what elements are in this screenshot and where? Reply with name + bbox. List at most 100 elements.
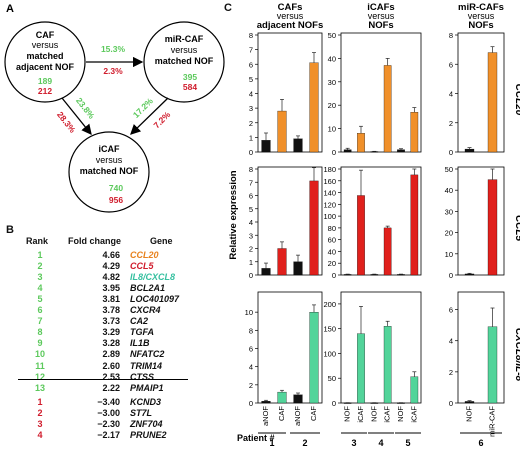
fold-change-cell: 2.60 — [102, 360, 120, 371]
col-header-title: CAFs — [278, 2, 303, 13]
icaf-circle — [68, 131, 150, 213]
mircaf-title: miR-CAF — [165, 34, 204, 44]
fold-change-cell: 3.81 — [102, 294, 120, 305]
panel-label-a: A — [6, 3, 14, 15]
rank-cell: 9 — [37, 338, 43, 349]
bar — [487, 179, 498, 276]
y-tick-label: 4 — [249, 90, 253, 99]
bar — [357, 133, 365, 153]
y-tick-label: 6 — [249, 345, 253, 354]
table-row: 3 4.82 IL8/CXCL8 — [22, 272, 212, 283]
fold-change-cell: −2.17 — [97, 429, 120, 440]
chart-frame — [457, 291, 505, 404]
y-tick-label: 6 — [449, 306, 453, 315]
col-header-subject: adjacent NOFs — [257, 20, 324, 31]
gene-cell: CTSS — [130, 371, 155, 382]
y-tick-label: 50 — [328, 31, 336, 40]
bar — [261, 268, 271, 276]
gene-cell: TGFA — [130, 327, 154, 338]
gene-cell: TRIM14 — [130, 360, 163, 371]
table-row: 7 3.73 CA2 — [22, 316, 212, 327]
y-tick-label: 2 — [249, 381, 253, 390]
bar — [383, 326, 392, 404]
y-tick-label: 2 — [449, 368, 453, 377]
table-row: 12 2.53 CTSS — [22, 372, 212, 383]
x-category-label: NOF — [343, 406, 352, 422]
y-tick-label: 3 — [249, 231, 253, 240]
y-tick-label: 7 — [249, 46, 253, 55]
chart-frame — [457, 32, 505, 153]
rank-cell: 5 — [37, 294, 43, 305]
y-tick-label: 140 — [323, 189, 336, 198]
y-tick-label: 30 — [445, 207, 453, 216]
x-category-label: iCAF — [356, 406, 365, 423]
fold-change-cell: −3.40 — [97, 396, 120, 407]
gene-cell: KCND3 — [130, 396, 162, 407]
table-row: 13 2.22 PMAIP1 — [22, 383, 212, 394]
y-tick-label: 180 — [323, 165, 336, 174]
table-row: 8 3.29 TGFA — [22, 327, 212, 338]
arrow-mircaf-to-icaf — [130, 97, 169, 135]
y-tick-label: 30 — [328, 78, 336, 87]
y-tick-label: 10 — [445, 250, 453, 259]
x-category-label: NOF — [369, 406, 378, 422]
gene-row-label: CXCL8/IL-8 — [513, 328, 520, 382]
y-tick-label: 200 — [323, 300, 336, 309]
y-tick-label: 60 — [328, 236, 336, 245]
y-tick-label: 8 — [449, 31, 453, 40]
bar — [464, 401, 475, 404]
chart-frame — [340, 166, 422, 276]
y-tick-label: 50 — [328, 374, 336, 383]
caf-circle — [4, 21, 86, 103]
rank-cell: 7 — [37, 316, 43, 327]
y-tick-label: 5 — [249, 205, 253, 214]
bar — [343, 274, 352, 276]
col-header-versus: versus — [468, 11, 495, 21]
bar — [410, 112, 419, 153]
y-axis-label: Relative expression — [228, 170, 239, 259]
y-tick-label: 0 — [249, 271, 253, 280]
y-tick-label: 6 — [249, 60, 253, 69]
mircaf-versus: versus — [171, 45, 198, 55]
y-tick-label: 0 — [249, 399, 253, 408]
bar — [410, 174, 419, 276]
bar — [383, 227, 392, 276]
rank-cell: 2 — [37, 407, 43, 418]
rank-cell: 2 — [37, 261, 43, 272]
y-tick-label: 0 — [332, 271, 336, 280]
bar — [370, 274, 379, 276]
rank-cell: 12 — [34, 371, 45, 382]
gene-cell: CXCR4 — [130, 305, 161, 316]
table-row: 10 2.89 NFATC2 — [22, 349, 212, 360]
arrow-caf-to-icaf — [61, 97, 92, 136]
x-category-label: miR-CAF — [488, 406, 497, 437]
fold-change-cell: 4.66 — [102, 250, 120, 260]
x-category-label: iCAF — [409, 406, 418, 423]
rank-cell: 8 — [37, 327, 43, 338]
bar — [343, 149, 352, 153]
bar — [261, 401, 271, 404]
gene-cell: IL1B — [130, 338, 150, 349]
bar — [370, 151, 379, 153]
x-category-label: iCAF — [383, 406, 392, 423]
icaf-green-count: 740 — [109, 183, 123, 193]
y-tick-label: 8 — [249, 326, 253, 335]
y-tick-label: 10 — [328, 125, 336, 134]
y-tick-label: 4 — [249, 363, 253, 372]
table-row: 1 4.66 CCL20 — [22, 250, 212, 261]
patient-number: 4 — [378, 438, 383, 448]
patient-number: 3 — [351, 438, 356, 448]
table-row: 5 3.81 LOC401097 — [22, 294, 212, 305]
rank-cell: 6 — [37, 305, 43, 316]
y-tick-label: 100 — [323, 349, 336, 358]
y-tick-label: 0 — [449, 399, 453, 408]
table-row: 9 3.28 IL1B — [22, 338, 212, 349]
col-header-subject: NOFs — [368, 20, 393, 31]
table-row: 6 3.78 CXCR4 — [22, 305, 212, 316]
x-category-label: aNOF — [261, 406, 270, 426]
caf-versus: versus — [32, 40, 59, 50]
bar — [357, 333, 365, 404]
y-tick-label: 50 — [445, 165, 453, 174]
gene-cell: CA2 — [130, 316, 149, 327]
